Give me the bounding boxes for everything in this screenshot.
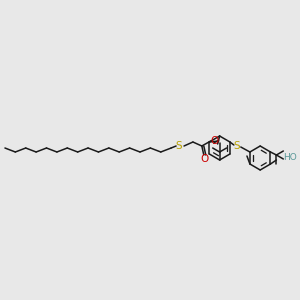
Text: HO: HO xyxy=(283,154,297,163)
Text: O: O xyxy=(211,136,219,146)
Text: O: O xyxy=(201,154,209,164)
Text: S: S xyxy=(176,141,182,151)
Text: S: S xyxy=(233,141,240,151)
